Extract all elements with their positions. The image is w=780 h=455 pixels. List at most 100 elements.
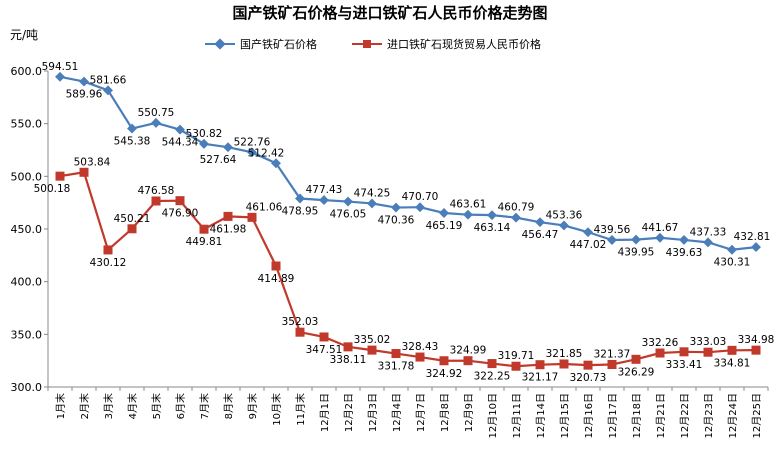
data-label: 334.81 [714,357,751,369]
data-point-domestic [487,210,497,221]
data-point-domestic [199,138,209,149]
data-label: 544.34 [162,137,199,149]
data-point-import [391,349,401,359]
data-point-domestic [607,235,617,245]
x-tick-label: 3月末 [102,393,115,419]
data-point-import [439,356,449,366]
data-point-domestic [511,212,521,223]
data-label: 324.92 [426,368,463,380]
x-tick-label: 12月15日 [559,393,571,438]
data-point-import [679,347,689,357]
y-tick-label: 450.0 [11,223,43,236]
data-label: 333.41 [666,359,703,371]
data-label: 326.29 [618,366,655,378]
data-label: 320.73 [570,372,607,384]
data-point-domestic [271,158,281,169]
data-point-domestic [535,217,545,228]
x-tick-label: 12月3日 [367,393,379,432]
data-point-import [175,196,185,206]
data-point-domestic [391,202,401,213]
x-tick-label: 12月24日 [727,393,739,438]
data-label: 352.03 [282,316,319,328]
x-tick-label: 10月末 [270,393,283,426]
data-label: 512.42 [248,147,285,159]
y-tick-label: 550.0 [11,118,43,131]
data-point-import [127,224,137,234]
data-label: 477.43 [306,184,343,196]
data-point-import [367,345,377,355]
data-point-import [271,261,281,271]
chart-title: 国产铁矿石价格与进口铁矿石人民币价格走势图 [232,4,547,22]
data-label: 439.95 [618,247,655,259]
data-label: 527.64 [200,154,237,166]
y-tick-label: 350.0 [11,328,43,341]
x-tick-label: 12月7日 [415,393,427,432]
data-point-domestic [415,202,425,213]
data-point-import [151,196,161,206]
data-point-domestic [127,123,137,134]
data-point-import [751,345,761,355]
data-point-import [727,345,737,355]
data-label: 319.71 [498,350,535,362]
data-point-domestic [583,227,593,238]
x-tick-label: 12月1日 [319,393,331,432]
data-label: 470.70 [402,191,439,203]
data-label: 441.67 [642,222,679,234]
data-label: 476.90 [162,208,199,220]
data-point-domestic [319,195,329,206]
data-point-domestic [151,117,161,128]
data-label: 328.43 [402,341,439,353]
data-point-import [79,167,89,177]
data-label: 589.96 [66,89,103,101]
data-point-import [703,347,713,357]
data-point-domestic [103,85,113,96]
data-label: 456.47 [522,229,559,241]
x-tick-label: 11月末 [294,393,307,426]
data-point-import [319,332,329,342]
x-tick-label: 8月末 [222,393,235,419]
x-tick-label: 12月25日 [751,393,763,438]
data-point-import [655,348,665,358]
data-label: 478.95 [282,206,319,218]
data-label: 594.51 [42,61,79,73]
data-point-import [295,327,305,337]
data-label: 447.02 [570,239,607,251]
data-label: 321.37 [594,348,631,360]
x-tick-label: 4月末 [126,393,139,419]
x-tick-label: 12月14日 [535,393,547,438]
data-label: 450.21 [114,213,151,225]
data-label: 414.89 [258,273,295,285]
x-tick-label: 12月21日 [655,393,667,438]
x-tick-label: 12月23日 [703,393,715,438]
legend-import-label: 进口铁矿石现货贸易人民币价格 [387,37,541,51]
x-tick-label: 5月末 [150,393,163,419]
x-tick-label: 6月末 [174,393,187,419]
data-point-import [487,359,497,369]
data-label: 461.98 [210,223,247,235]
data-label: 439.63 [666,247,703,259]
legend-import-marker-icon [363,40,371,48]
legend-item-import: 进口铁矿石现货贸易人民币价格 [352,37,541,51]
data-label: 470.36 [378,215,415,227]
data-label: 522.76 [234,136,271,148]
data-label: 453.36 [546,209,583,221]
y-tick-label: 600.0 [11,65,43,78]
series-markers [55,71,761,371]
data-point-import [511,361,521,371]
y-axis-unit: 元/吨 [10,28,38,42]
data-label: 463.61 [450,199,487,211]
data-point-domestic [247,147,257,158]
x-tick-label: 7月末 [198,393,211,419]
data-label: 432.81 [734,231,771,243]
x-tick-label: 12月16日 [583,393,595,438]
data-point-import [559,359,569,369]
data-label: 347.51 [306,344,343,356]
x-tick-label: 12月10日 [487,393,499,438]
data-point-import [631,354,641,364]
data-label: 503.84 [74,156,111,168]
data-label: 545.38 [114,136,151,148]
y-tick-label: 400.0 [11,276,43,289]
data-label: 430.31 [714,257,751,269]
data-point-domestic [703,237,713,248]
